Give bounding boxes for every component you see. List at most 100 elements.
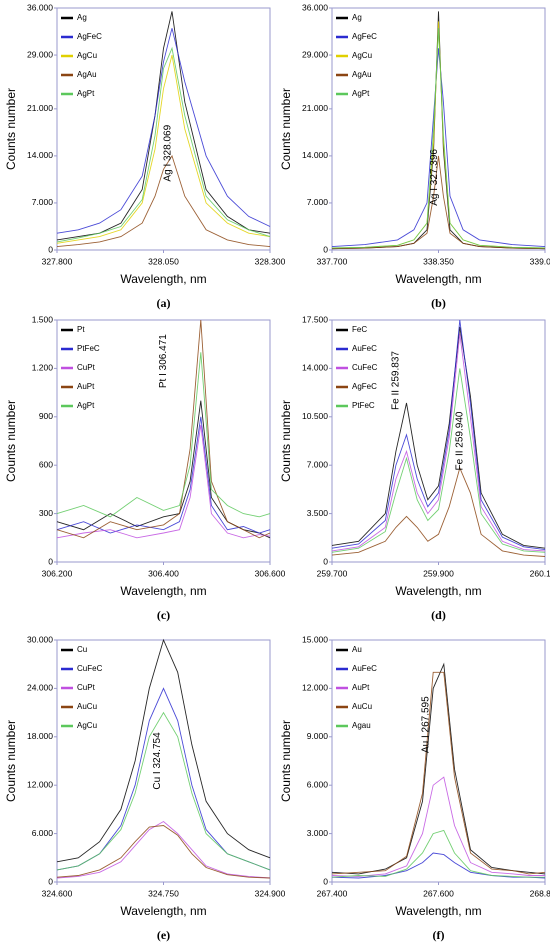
peak-annotation: Cu I 324.754 bbox=[152, 732, 163, 790]
legend-label: Pt bbox=[77, 325, 85, 334]
spectrum-line bbox=[331, 852, 546, 879]
spectrum-line bbox=[331, 48, 546, 248]
y-tick-label: 3.000 bbox=[307, 828, 329, 838]
y-axis-title: Counts number bbox=[4, 720, 18, 802]
legend-label: AuFeC bbox=[352, 664, 377, 673]
x-tick-label: 337.700 bbox=[317, 256, 348, 266]
spectrum-line bbox=[331, 155, 546, 250]
spectrum-line bbox=[331, 319, 546, 551]
y-tick-label: 17.500 bbox=[302, 314, 328, 324]
y-axis-title: Counts number bbox=[279, 88, 293, 170]
legend-label: AgPt bbox=[77, 89, 95, 98]
spectrum-line bbox=[56, 54, 271, 244]
legend-label: AgFeC bbox=[352, 32, 377, 41]
legend-label: CuFeC bbox=[77, 664, 103, 673]
y-tick-label: 30.000 bbox=[27, 634, 53, 644]
legend-label: CuPt bbox=[77, 683, 96, 692]
peak-annotation: Au I 267.595 bbox=[420, 696, 431, 753]
y-tick-label: 7.000 bbox=[307, 197, 329, 207]
spectrum-line bbox=[56, 319, 271, 539]
legend-label: AgFeC bbox=[77, 32, 102, 41]
y-tick-label: 1.500 bbox=[32, 314, 54, 324]
legend-label: CuFeC bbox=[352, 363, 378, 372]
y-tick-label: 36.000 bbox=[27, 2, 53, 12]
spectrum-line bbox=[331, 662, 546, 875]
x-tick-label: 267.600 bbox=[423, 888, 454, 898]
y-tick-label: 0 bbox=[48, 876, 53, 886]
x-axis-title: Wavelength, nm bbox=[395, 272, 481, 286]
legend-label: AuFeC bbox=[352, 344, 377, 353]
spectrum-line bbox=[56, 416, 271, 534]
legend-label: FeC bbox=[352, 325, 367, 334]
y-tick-label: 14.000 bbox=[302, 150, 328, 160]
legend-label: AgCu bbox=[77, 721, 97, 730]
y-tick-label: 6.000 bbox=[307, 779, 329, 789]
legend-label: AgCu bbox=[352, 51, 372, 60]
x-tick-label: 324.750 bbox=[148, 888, 179, 898]
x-axis-title: Wavelength, nm bbox=[395, 904, 481, 918]
panel-caption: (d) bbox=[431, 608, 446, 622]
legend-label: PtFeC bbox=[352, 401, 375, 410]
legend-label: AgCu bbox=[77, 51, 97, 60]
legend-label: Cu bbox=[77, 645, 87, 654]
y-tick-label: 36.000 bbox=[302, 2, 328, 12]
x-tick-label: 268.800 bbox=[530, 888, 550, 898]
y-tick-label: 0 bbox=[323, 244, 328, 254]
peak-annotation: Ag I 327.396 bbox=[429, 149, 440, 206]
peak-annotation: Fe II 259.837 bbox=[391, 351, 402, 410]
x-tick-label: 267.400 bbox=[317, 888, 348, 898]
x-tick-label: 306.400 bbox=[148, 568, 179, 578]
x-tick-label: 259.900 bbox=[423, 568, 454, 578]
spectrum-line bbox=[56, 46, 271, 243]
x-tick-label: 324.900 bbox=[255, 888, 286, 898]
y-tick-label: 29.000 bbox=[302, 49, 328, 59]
spectrum-line bbox=[56, 424, 271, 539]
legend-label: Ag bbox=[77, 13, 87, 22]
x-tick-label: 327.800 bbox=[42, 256, 73, 266]
x-tick-label: 328.300 bbox=[255, 256, 286, 266]
panel-caption: (a) bbox=[157, 296, 171, 310]
legend-label: AuCu bbox=[77, 702, 97, 711]
panel-caption: (f) bbox=[433, 928, 445, 942]
spectrum-line bbox=[56, 400, 271, 539]
spectrum-line bbox=[56, 28, 271, 234]
spectrum-line bbox=[331, 829, 545, 878]
y-tick-label: 15.000 bbox=[302, 634, 328, 644]
x-tick-label: 259.700 bbox=[317, 568, 348, 578]
legend-label: Au bbox=[352, 645, 362, 654]
spectrum-line bbox=[331, 11, 546, 250]
y-tick-label: 1.200 bbox=[32, 363, 54, 373]
x-axis-title: Wavelength, nm bbox=[120, 904, 206, 918]
panel-caption: (e) bbox=[157, 928, 170, 942]
x-tick-label: 260.100 bbox=[530, 568, 550, 578]
y-axis-title: Counts number bbox=[4, 88, 18, 170]
y-tick-label: 7.000 bbox=[307, 459, 329, 469]
x-tick-label: 339.000 bbox=[530, 256, 550, 266]
y-tick-label: 0 bbox=[48, 244, 53, 254]
legend-label: AgPt bbox=[352, 89, 370, 98]
y-tick-label: 600 bbox=[39, 459, 53, 469]
y-tick-label: 10.500 bbox=[302, 411, 328, 421]
spectrum-line bbox=[331, 333, 546, 552]
spectrum-line bbox=[331, 776, 545, 877]
y-axis-title: Counts number bbox=[4, 400, 18, 482]
y-tick-label: 900 bbox=[39, 411, 53, 421]
peak-annotation: Ag I 328.069 bbox=[162, 124, 173, 181]
spectrum-line bbox=[56, 687, 271, 871]
y-tick-label: 300 bbox=[39, 508, 53, 518]
legend-label: Agau bbox=[352, 721, 371, 730]
y-tick-label: 0 bbox=[323, 876, 328, 886]
legend-label: AgFeC bbox=[352, 382, 377, 391]
x-tick-label: 324.600 bbox=[42, 888, 73, 898]
plot-frame bbox=[331, 7, 546, 251]
y-tick-label: 12.000 bbox=[302, 683, 328, 693]
spectrum-line bbox=[331, 28, 546, 249]
spectrum-line bbox=[56, 711, 271, 871]
y-axis-title: Counts number bbox=[279, 400, 293, 482]
y-tick-label: 12.000 bbox=[27, 779, 53, 789]
y-tick-label: 6.000 bbox=[32, 828, 54, 838]
y-tick-label: 24.000 bbox=[27, 683, 53, 693]
legend-label: CuPt bbox=[77, 363, 96, 372]
legend-label: AuPt bbox=[352, 683, 370, 692]
